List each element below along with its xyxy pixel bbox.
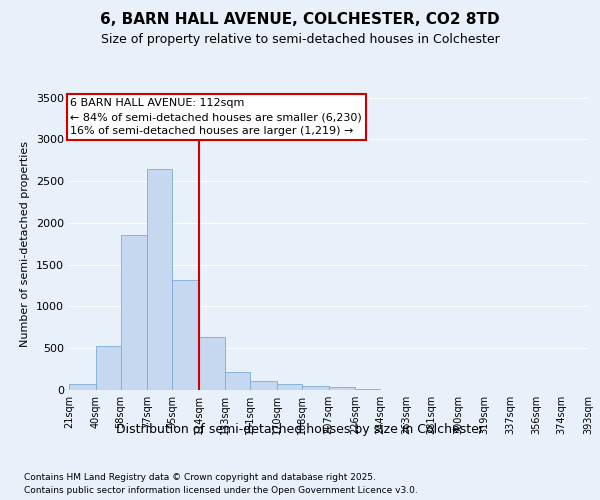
Bar (225, 372, 250, 390)
Text: 6, BARN HALL AVENUE, COLCHESTER, CO2 8TD: 6, BARN HALL AVENUE, COLCHESTER, CO2 8TD (100, 12, 500, 28)
Bar (302, 386, 329, 390)
Y-axis label: Number of semi-detached properties: Number of semi-detached properties (20, 141, 31, 347)
Text: Distribution of semi-detached houses by size in Colchester: Distribution of semi-detached houses by … (116, 422, 484, 436)
Text: Contains public sector information licensed under the Open Government Licence v3: Contains public sector information licen… (24, 486, 418, 495)
Bar (121, 236, 147, 390)
Text: Contains HM Land Registry data © Crown copyright and database right 2025.: Contains HM Land Registry data © Crown c… (24, 472, 376, 482)
Bar (355, 389, 380, 390)
Text: Size of property relative to semi-detached houses in Colchester: Size of property relative to semi-detach… (101, 32, 499, 46)
Bar (329, 388, 355, 390)
Bar (172, 280, 199, 390)
Text: 6 BARN HALL AVENUE: 112sqm
← 84% of semi-detached houses are smaller (6,230)
16%: 6 BARN HALL AVENUE: 112sqm ← 84% of semi… (70, 98, 362, 136)
Bar (277, 384, 302, 390)
Bar (199, 336, 225, 390)
Bar (69, 384, 95, 390)
Bar (95, 346, 121, 390)
Bar (147, 168, 172, 390)
Bar (250, 381, 277, 390)
